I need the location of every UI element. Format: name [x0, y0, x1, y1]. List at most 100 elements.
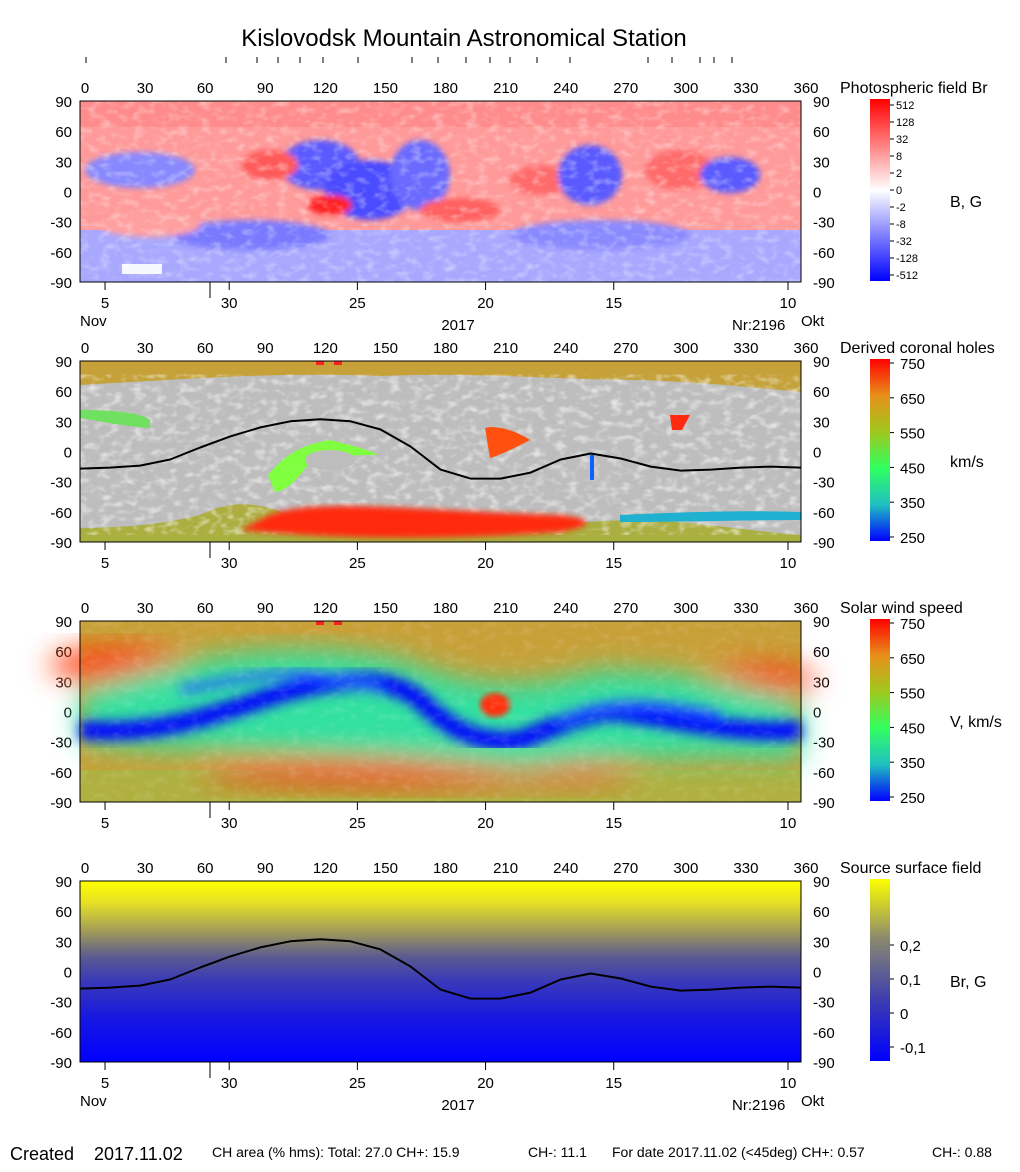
lon-tick-label: 180: [433, 340, 458, 357]
date-tick-label: 15: [605, 815, 622, 832]
date-tick-label: 30: [221, 295, 238, 312]
lon-tick-label: 330: [733, 860, 758, 877]
lat-tick-label-right: 0: [813, 185, 821, 202]
lat-tick-label-left: 0: [64, 185, 72, 202]
lat-tick-label-right: 90: [813, 94, 830, 111]
source-surface-map: [80, 881, 801, 1062]
colorbar-unit: V, km/s: [950, 714, 1002, 731]
lat-tick-label-right: 0: [813, 445, 821, 462]
lat-tick-label-right: 30: [813, 674, 830, 691]
panel-title: Photospheric field Br: [840, 80, 988, 97]
colorbar-label: 250: [900, 530, 925, 547]
lat-tick-label-left: 30: [55, 934, 72, 951]
colorbar-label: 0: [900, 1006, 908, 1023]
footer: Created 2017.11.02 CH area (% hms): Tota…: [0, 1140, 1020, 1168]
lat-tick-label-left: -90: [50, 795, 72, 812]
colorbar-label: 550: [900, 686, 925, 703]
colorbar-label: 0: [896, 185, 902, 197]
panel-title: Solar wind speed: [840, 600, 963, 617]
lon-tick-label: 60: [197, 340, 214, 357]
lat-tick-label-left: 90: [55, 874, 72, 891]
date-tick-label: 5: [101, 555, 109, 572]
lat-tick-label-left: -60: [50, 1025, 72, 1042]
coronal-holes-map: [80, 361, 801, 542]
lon-tick-label: 90: [257, 600, 274, 617]
lon-tick-label: 300: [673, 860, 698, 877]
date-tick-label: 20: [477, 295, 494, 312]
lon-tick-label: 360: [793, 340, 818, 357]
lon-tick-label: 60: [197, 860, 214, 877]
colorbar-label: -512: [896, 270, 918, 282]
date-right-month: Okt: [801, 313, 825, 330]
lat-tick-label-right: -30: [813, 215, 835, 232]
date-tick-label: 10: [780, 295, 797, 312]
lon-tick-label: 330: [733, 80, 758, 97]
lat-tick-label-left: 30: [55, 674, 72, 691]
lat-tick-label-left: -90: [50, 1055, 72, 1072]
lat-tick-label-left: 90: [55, 614, 72, 631]
lat-tick-label-left: 60: [55, 384, 72, 401]
lat-tick-label-right: 90: [813, 874, 830, 891]
lat-tick-label-left: -30: [50, 995, 72, 1012]
date-tick-label: 5: [101, 295, 109, 312]
lon-tick-label: 0: [81, 340, 89, 357]
lat-tick-label-left: -60: [50, 765, 72, 782]
lat-tick-label-left: 60: [55, 904, 72, 921]
colorbar-label: 128: [896, 117, 914, 129]
lat-tick-label-right: -30: [813, 995, 835, 1012]
photospheric-field-map: [80, 101, 801, 282]
colorbar-unit: B, G: [950, 194, 982, 211]
ch-minus-date-text: CH-: 0.88: [932, 1144, 992, 1160]
lon-tick-label: 210: [493, 340, 518, 357]
colorbar-label: 0,1: [900, 972, 921, 989]
lat-tick-label-right: -90: [813, 1055, 835, 1072]
lon-tick-label: 330: [733, 600, 758, 617]
neutral-line: [79, 938, 802, 1000]
lon-tick-label: 0: [81, 600, 89, 617]
date-tick-label: 5: [101, 1075, 109, 1092]
date-right-month: Okt: [801, 1093, 825, 1110]
lon-tick-label: 90: [257, 340, 274, 357]
colorbar-label: 450: [900, 720, 925, 737]
colorbar-label: 512: [896, 100, 914, 112]
date-left-month: Nov: [80, 313, 107, 330]
lat-tick-label-right: -90: [813, 535, 835, 552]
lat-tick-label-left: -90: [50, 535, 72, 552]
colorbar-label: 750: [900, 356, 925, 373]
lat-tick-label-left: 60: [55, 124, 72, 141]
date-tick-label: 25: [349, 1075, 366, 1092]
panel-frame: [79, 360, 802, 543]
lon-tick-label: 300: [673, 600, 698, 617]
date-tick-label: 25: [349, 555, 366, 572]
lon-tick-label: 150: [373, 340, 398, 357]
lon-tick-label: 270: [613, 860, 638, 877]
lat-tick-label-right: -90: [813, 275, 835, 292]
lon-tick-label: 330: [733, 340, 758, 357]
lat-tick-label-left: 0: [64, 965, 72, 982]
created-label: Created: [10, 1144, 75, 1164]
colorbar-label: 750: [900, 616, 925, 633]
created-date: 2017.11.02: [94, 1144, 183, 1164]
lat-tick-label-right: 30: [813, 154, 830, 171]
lon-tick-label: 300: [673, 340, 698, 357]
lat-tick-label-right: 30: [813, 414, 830, 431]
date-tick-label: 15: [605, 295, 622, 312]
date-tick-label: 25: [349, 815, 366, 832]
colorbar-label: 250: [900, 790, 925, 807]
lon-tick-label: 120: [313, 340, 338, 357]
lat-tick-label-right: 60: [813, 904, 830, 921]
colorbar: [870, 619, 890, 801]
colorbar-label: -8: [896, 219, 906, 231]
ch-area-text: CH area (% hms): Total: 27.0 CH+: 15.9: [212, 1144, 460, 1160]
lon-tick-label: 150: [373, 860, 398, 877]
lat-tick-label-right: -30: [813, 475, 835, 492]
lon-tick-label: 180: [433, 80, 458, 97]
lat-tick-label-left: 90: [55, 354, 72, 371]
lat-tick-label-right: -60: [813, 1025, 835, 1042]
colorbar-label: -32: [896, 236, 912, 248]
lon-tick-label: 180: [433, 860, 458, 877]
date-tick-label: 20: [477, 555, 494, 572]
